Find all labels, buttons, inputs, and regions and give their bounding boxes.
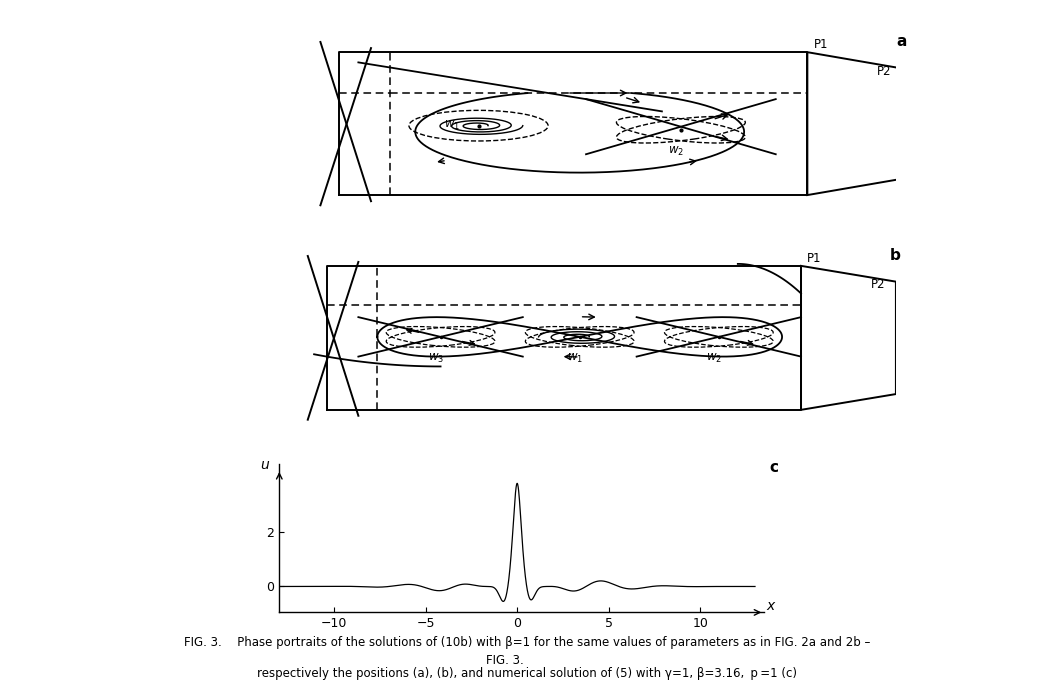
Text: $w_2$: $w_2$ [668,145,684,158]
Text: P1: P1 [807,252,822,265]
Text: b: b [890,248,900,263]
Text: $w_2$: $w_2$ [706,352,722,365]
Text: FIG. 3.: FIG. 3. [486,654,527,667]
Text: P2: P2 [877,64,892,78]
Text: FIG. 3.  Phase portraits of the solutions of (10b) with β=1 for the same values : FIG. 3. Phase portraits of the solutions… [183,636,871,649]
Text: P2: P2 [871,277,885,291]
Text: $w_1$: $w_1$ [444,119,460,131]
Text: a: a [896,34,906,49]
Text: P1: P1 [814,38,828,51]
Text: c: c [769,459,779,475]
Text: u: u [260,458,269,472]
Text: x: x [766,599,775,612]
Text: $w_3$: $w_3$ [428,352,444,365]
Text: $w_1$: $w_1$ [567,352,583,365]
Text: respectively the positions (a), (b), and numerical solution of (5) with γ=1, β=3: respectively the positions (a), (b), and… [257,667,797,680]
